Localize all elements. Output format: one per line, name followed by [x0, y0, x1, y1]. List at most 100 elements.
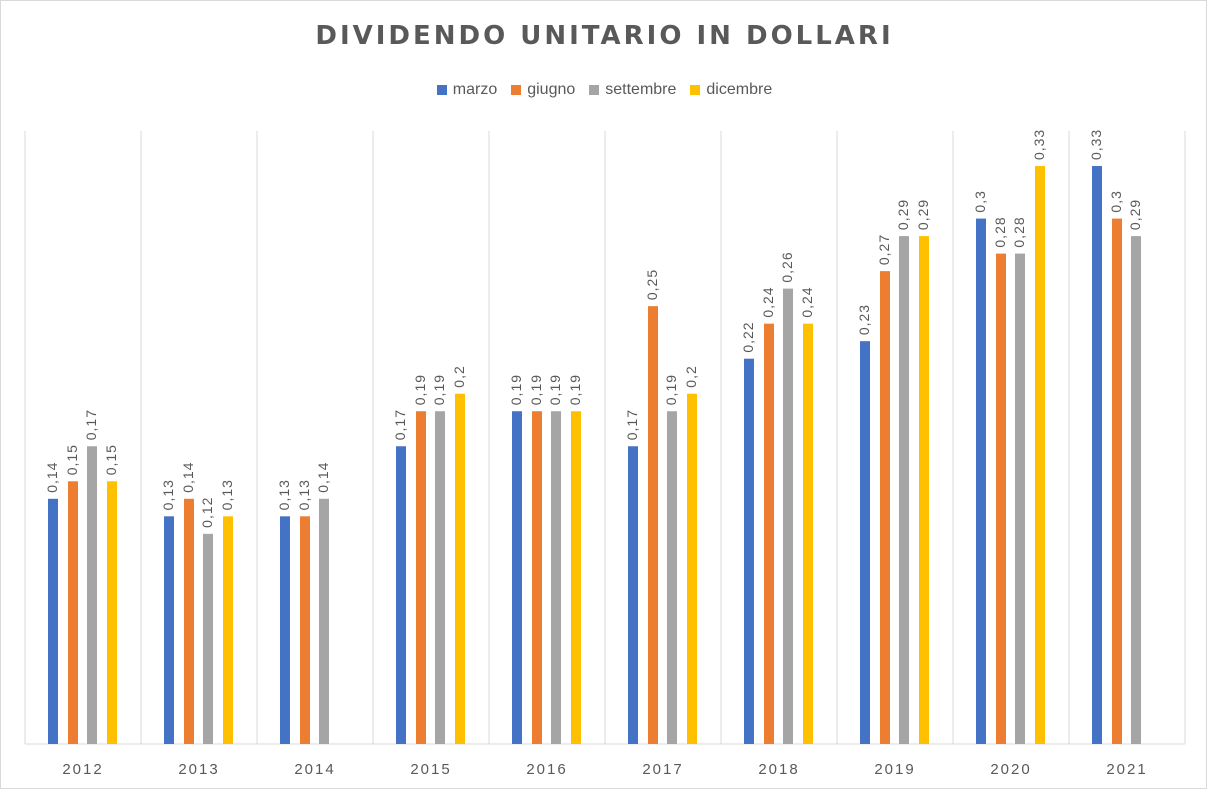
bar-giugno-2020	[996, 253, 1006, 744]
bar-settembre-2012	[87, 446, 97, 744]
data-label: 0,19	[431, 374, 447, 405]
data-label: 0,29	[895, 199, 911, 230]
data-label: 0,29	[915, 199, 931, 230]
data-label: 0,23	[856, 304, 872, 335]
data-label: 0,3	[1108, 190, 1124, 212]
bar-giugno-2014	[300, 516, 310, 744]
data-label: 0,26	[779, 251, 795, 282]
data-label: 0,27	[876, 234, 892, 265]
bar-settembre-2019	[899, 236, 909, 745]
bar-marzo-2016	[512, 411, 522, 744]
bar-settembre-2016	[551, 411, 561, 744]
bar-settembre-2013	[203, 533, 213, 744]
data-label: 0,25	[644, 269, 660, 300]
bar-marzo-2013	[164, 516, 174, 744]
bar-giugno-2013	[184, 498, 194, 744]
bar-giugno-2019	[880, 271, 890, 744]
data-label: 0,17	[624, 409, 640, 440]
data-label: 0,14	[44, 462, 60, 493]
data-label: 0,19	[412, 374, 428, 405]
bar-giugno-2018	[764, 323, 774, 744]
bar-marzo-2021	[1092, 166, 1102, 744]
x-tick-label: 2016	[526, 761, 567, 778]
bar-settembre-2014	[319, 498, 329, 744]
data-label: 0,24	[760, 286, 776, 317]
bar-marzo-2015	[396, 446, 406, 744]
legend-item-settembre: settembre	[589, 81, 676, 99]
data-label: 0,19	[528, 374, 544, 405]
x-tick-label: 2019	[874, 761, 915, 778]
bar-marzo-2012	[48, 498, 58, 744]
data-label: 0,17	[392, 409, 408, 440]
bar-dicembre-2012	[107, 481, 117, 744]
data-label: 0,14	[180, 462, 196, 493]
bar-dicembre-2017	[687, 393, 697, 744]
bar-giugno-2017	[648, 306, 658, 744]
data-label: 0,14	[315, 462, 331, 493]
legend-swatch	[589, 85, 600, 95]
legend-item-dicembre: dicembre	[690, 81, 772, 99]
bar-giugno-2015	[416, 411, 426, 744]
bar-settembre-2021	[1131, 236, 1141, 745]
x-tick-label: 2012	[62, 761, 103, 778]
legend-item-giugno: giugno	[511, 81, 575, 99]
data-label: 0,19	[508, 374, 524, 405]
legend-item-marzo: marzo	[436, 81, 498, 99]
legend-label: settembre	[605, 81, 677, 98]
bar-marzo-2017	[628, 446, 638, 744]
data-label: 0,17	[83, 409, 99, 440]
bar-dicembre-2013	[223, 516, 233, 744]
x-tick-label: 2013	[178, 761, 219, 778]
bar-settembre-2015	[435, 411, 445, 744]
legend-swatch	[690, 85, 701, 95]
data-label: 0,24	[799, 286, 815, 317]
bar-giugno-2012	[68, 481, 78, 744]
data-label: 0,13	[296, 479, 312, 510]
data-label: 0,19	[547, 374, 563, 405]
data-label: 0,2	[451, 365, 467, 387]
bar-dicembre-2016	[571, 411, 581, 744]
data-label: 0,15	[64, 444, 80, 475]
bar-settembre-2020	[1015, 253, 1025, 744]
data-label: 0,22	[740, 321, 756, 352]
bar-settembre-2018	[783, 288, 793, 744]
legend-label: marzo	[452, 81, 498, 98]
data-label: 0,29	[1127, 199, 1143, 230]
bar-dicembre-2020	[1035, 166, 1045, 744]
data-label: 0,19	[567, 374, 583, 405]
legend-swatch	[436, 85, 447, 95]
data-label: 0,12	[199, 497, 215, 528]
data-label: 0,33	[1031, 129, 1047, 160]
bar-dicembre-2018	[803, 323, 813, 744]
chart-title: DIVIDENDO UNITARIO IN DOLLARI	[315, 21, 894, 51]
x-tick-label: 2017	[642, 761, 683, 778]
legend: marzo giugno settembre dicembre	[1, 81, 1207, 99]
data-label: 0,19	[663, 374, 679, 405]
data-label: 0,33	[1088, 129, 1104, 160]
bar-giugno-2021	[1112, 218, 1122, 745]
data-label: 0,2	[683, 365, 699, 387]
bar-marzo-2019	[860, 341, 870, 744]
data-label: 0,13	[160, 479, 176, 510]
bar-settembre-2017	[667, 411, 677, 744]
bar-marzo-2020	[976, 218, 986, 745]
data-label: 0,28	[1011, 216, 1027, 247]
data-label: 0,13	[276, 479, 292, 510]
legend-label: dicembre	[706, 81, 773, 98]
data-label: 0,3	[972, 190, 988, 212]
data-label: 0,28	[992, 216, 1008, 247]
data-label: 0,15	[103, 444, 119, 475]
x-tick-label: 2015	[410, 761, 451, 778]
bar-marzo-2014	[280, 516, 290, 744]
legend-label: giugno	[527, 81, 576, 98]
legend-swatch	[511, 85, 522, 95]
x-tick-label: 2020	[990, 761, 1031, 778]
bar-dicembre-2019	[919, 236, 929, 745]
bar-marzo-2018	[744, 358, 754, 744]
bar-dicembre-2015	[455, 393, 465, 744]
x-tick-label: 2018	[758, 761, 799, 778]
x-tick-label: 2021	[1106, 761, 1147, 778]
x-tick-label: 2014	[294, 761, 335, 778]
